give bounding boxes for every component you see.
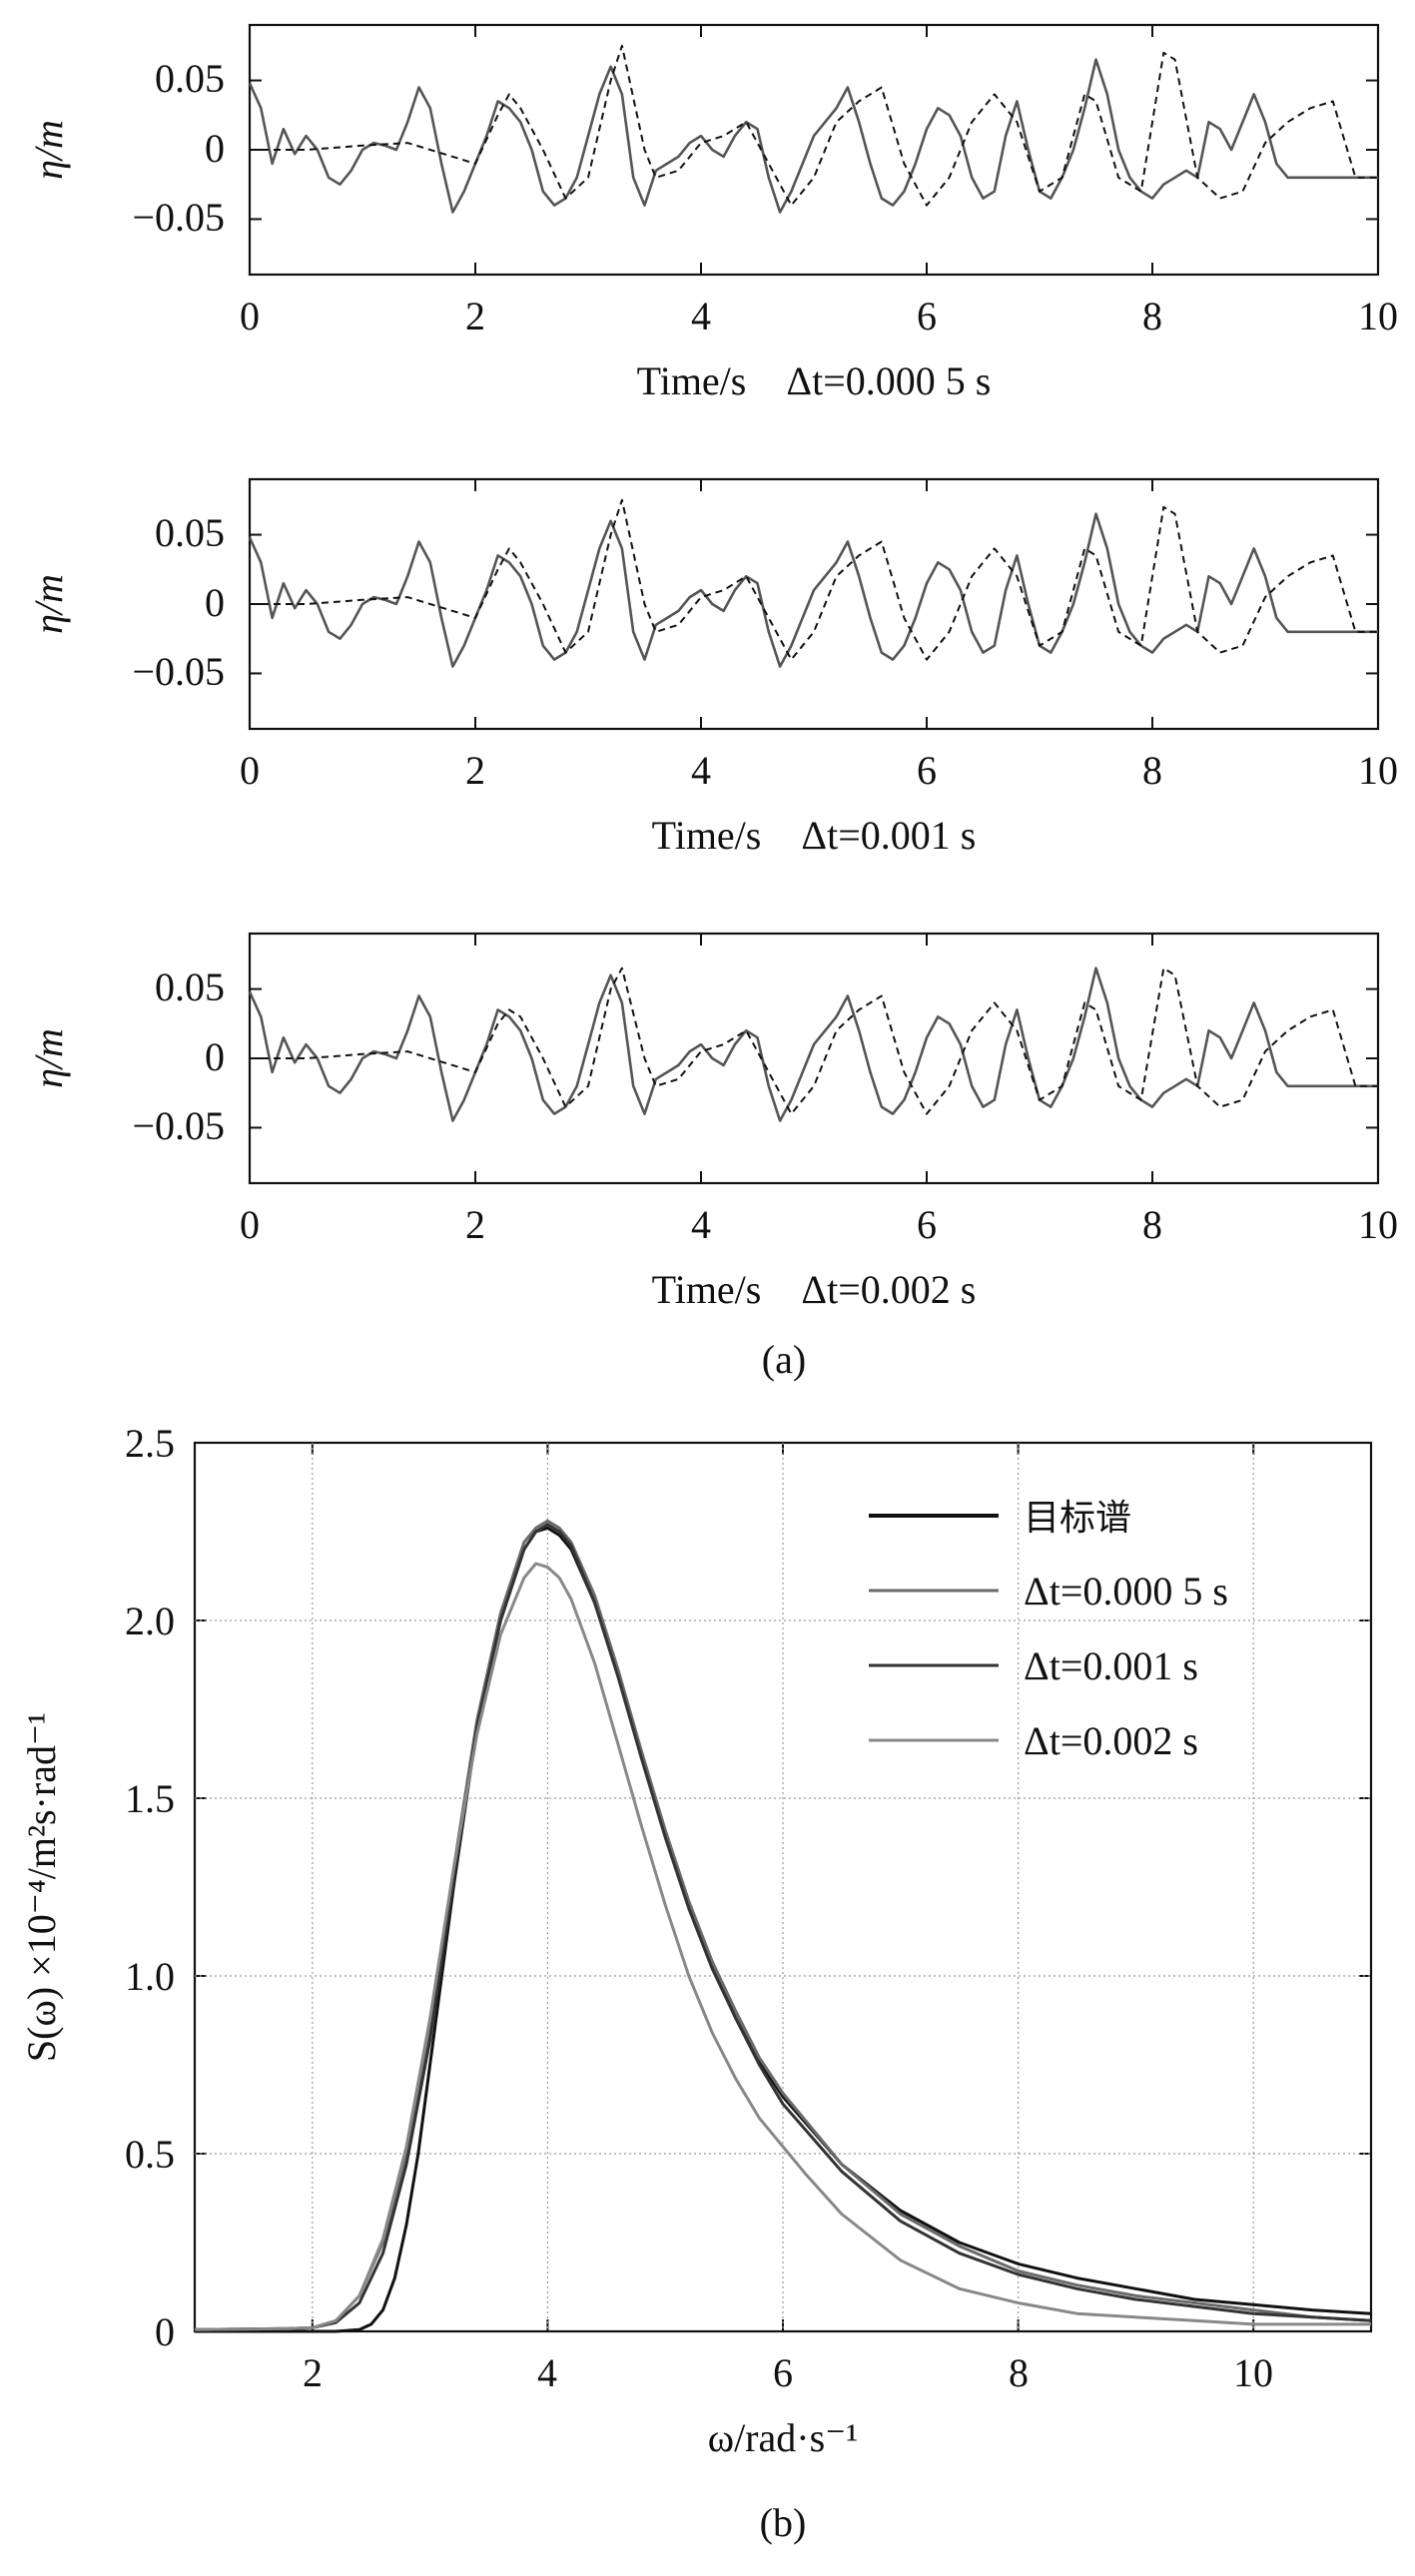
xtick-label: 2 [465, 1202, 485, 1247]
legend-label: Δt=0.002 s [1024, 1718, 1198, 1763]
xtick-label: 10 [1233, 2350, 1273, 2395]
spectrum-ylabel: S(ω) ×10⁻⁴/m²s·rad⁻¹ [19, 1712, 64, 2062]
ytick-label: −0.05 [132, 649, 225, 694]
ytick-label: 0.5 [125, 2132, 175, 2177]
xtick-label: 0 [240, 748, 260, 793]
series-line-0 [248, 966, 1378, 1122]
xtick-label: 2 [465, 294, 485, 338]
xtick-label: 10 [1358, 1202, 1398, 1247]
ytick-label: 0.05 [155, 510, 225, 555]
xtick-label: 4 [691, 1202, 711, 1247]
xtick-label: 10 [1358, 748, 1398, 793]
xtick-label: 6 [917, 1202, 937, 1247]
spectrum-yticks: 0 0.5 1.0 1.5 2.0 2.5 [125, 1421, 175, 2354]
xtick-label: 0 [240, 294, 260, 338]
spectrum-chart: 0 0.5 1.0 1.5 2.0 2.5 2 4 6 8 10 ω/rad·s… [19, 1421, 1373, 2460]
subplot-1-ylabel: η/m [26, 120, 71, 180]
series-line-1 [250, 44, 1378, 207]
ytick-label: 0 [205, 1034, 225, 1079]
ytick-label: 1.5 [125, 1776, 175, 1821]
spectrum-xticks: 2 4 6 8 10 [303, 2350, 1273, 2395]
ytick-label: 0 [205, 580, 225, 625]
subplot-dt-0005: 0.05 0 −0.05 0 2 4 6 8 10 Time/s Δt=0.000… [26, 23, 1398, 403]
ytick-label: 0.05 [155, 965, 225, 1009]
subplot-1-yticks: 0.05 0 −0.05 [132, 56, 225, 240]
subplot-3-yticks: 0.05 0 −0.05 [132, 965, 225, 1148]
panel-b-caption: (b) [760, 2500, 807, 2545]
xtick-label: 6 [917, 748, 937, 793]
xtick-label: 8 [1142, 748, 1162, 793]
xtick-label: 8 [1142, 1202, 1162, 1247]
legend-label: Δt=0.001 s [1024, 1643, 1198, 1688]
subplot-3-xlabel: Time/s Δt=0.002 s [652, 1267, 977, 1312]
subplot-1-xlabel: Time/s Δt=0.000 5 s [637, 358, 992, 403]
subplot-3-xticks: 0 2 4 6 8 10 [240, 1202, 1398, 1247]
series-line-0 [248, 512, 1378, 668]
ytick-label: 0.05 [155, 56, 225, 101]
xtick-label: 2 [465, 748, 485, 793]
xtick-label: 6 [773, 2350, 793, 2395]
subplot-2-xticks: 0 2 4 6 8 10 [240, 748, 1398, 793]
subplot-2-ylabel: η/m [26, 574, 71, 634]
subplot-3-axes [248, 932, 1380, 1185]
legend-label: Δt=0.000 5 s [1024, 1569, 1228, 1613]
xtick-label: 6 [917, 294, 937, 338]
subplot-dt-001: 0.05 0 −0.05 0 2 4 6 8 10 Time/s Δt=0.001… [26, 477, 1398, 858]
xtick-label: 4 [691, 748, 711, 793]
xtick-label: 4 [691, 294, 711, 338]
ytick-label: 2.5 [125, 1421, 175, 1466]
subplot-1-xticks: 0 2 4 6 8 10 [240, 294, 1398, 338]
xtick-label: 4 [537, 2350, 557, 2395]
ytick-label: −0.05 [132, 195, 225, 240]
subplot-2-axes [248, 477, 1380, 731]
ytick-label: 0 [155, 2309, 175, 2354]
panel-a-caption: (a) [762, 1337, 806, 1382]
subplot-dt-002: 0.05 0 −0.05 0 2 4 6 8 10 Time/s Δt=0.002… [26, 932, 1398, 1312]
subplot-2-xlabel: Time/s Δt=0.001 s [652, 813, 977, 858]
xtick-label: 10 [1358, 294, 1398, 338]
ytick-label: 2.0 [125, 1599, 175, 1643]
xtick-label: 2 [303, 2350, 323, 2395]
ytick-label: 0 [205, 126, 225, 171]
xtick-label: 8 [1009, 2350, 1029, 2395]
spectrum-legend: 目标谱 Δt=0.000 5 s Δt=0.001 s Δt=0.002 s [869, 1498, 1228, 1763]
series-line-2 [194, 1523, 1372, 2331]
series-line-0 [248, 58, 1378, 214]
xtick-label: 8 [1142, 294, 1162, 338]
spectrum-xlabel: ω/rad·s⁻¹ [708, 2415, 859, 2460]
ytick-label: −0.05 [132, 1103, 225, 1148]
legend-label: 目标谱 [1024, 1498, 1131, 1539]
series-line-1 [250, 966, 1378, 1115]
subplot-3-ylabel: η/m [26, 1028, 71, 1088]
series-line-1 [250, 498, 1378, 661]
xtick-label: 0 [240, 1202, 260, 1247]
subplot-1-axes [248, 23, 1380, 277]
ytick-label: 1.0 [125, 1954, 175, 1999]
subplot-2-yticks: 0.05 0 −0.05 [132, 510, 225, 694]
series-line-3 [194, 1562, 1371, 2331]
